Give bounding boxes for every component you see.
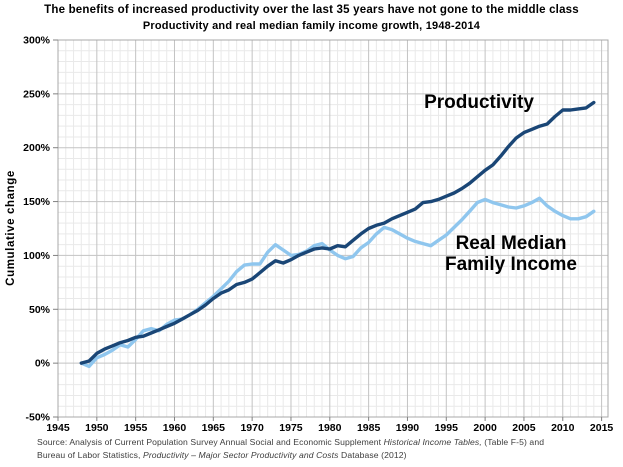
x-tick-label: 1985 xyxy=(357,422,381,434)
income-label-line2: Family Income xyxy=(445,254,577,275)
x-tick-label: 1980 xyxy=(318,422,342,434)
y-tick-label: 150% xyxy=(23,196,51,208)
productivity-line xyxy=(79,100,596,365)
x-tick-label: 1975 xyxy=(279,422,303,434)
source-line2: Bureau of Labor Statistics, Productivity… xyxy=(37,449,407,460)
x-tick-label: 1965 xyxy=(202,422,226,434)
x-tick-label: 1995 xyxy=(435,422,459,434)
y-tick-label: 0% xyxy=(35,358,51,370)
y-tick-label: 200% xyxy=(23,142,51,154)
income-label-line1: Real Median xyxy=(455,233,567,254)
x-tick-label: 1950 xyxy=(85,422,109,434)
x-tick-label: 1990 xyxy=(396,422,420,434)
y-tick-label: 250% xyxy=(23,88,51,100)
source-note: Source: Analysis of Current Population S… xyxy=(37,436,612,462)
x-tick-label: 2015 xyxy=(590,422,614,434)
chart-title: The benefits of increased productivity o… xyxy=(44,4,579,16)
x-tick-label: 1945 xyxy=(46,422,70,434)
income-line xyxy=(79,196,596,369)
y-tick-label: 300% xyxy=(23,35,51,47)
x-tick-label: 2005 xyxy=(512,422,536,434)
y-tick-label: -50% xyxy=(25,412,50,424)
x-tick-label: 2010 xyxy=(551,422,575,434)
x-tick-label: 1955 xyxy=(124,422,148,434)
plot-border xyxy=(57,39,609,418)
x-tick-label: 2000 xyxy=(473,422,497,434)
x-tick-label: 1960 xyxy=(163,422,187,434)
source-line1: Source: Analysis of Current Population S… xyxy=(37,437,545,447)
income-line-label: Real Median Family Income xyxy=(436,233,586,275)
axis-ticks xyxy=(53,39,603,421)
y-tick-label: 50% xyxy=(29,304,51,316)
chart-subtitle: Productivity and real median family inco… xyxy=(142,20,481,32)
x-tick-label: 1970 xyxy=(240,422,264,434)
y-tick-label: 100% xyxy=(23,250,51,262)
productivity-line-label: Productivity xyxy=(424,92,534,113)
